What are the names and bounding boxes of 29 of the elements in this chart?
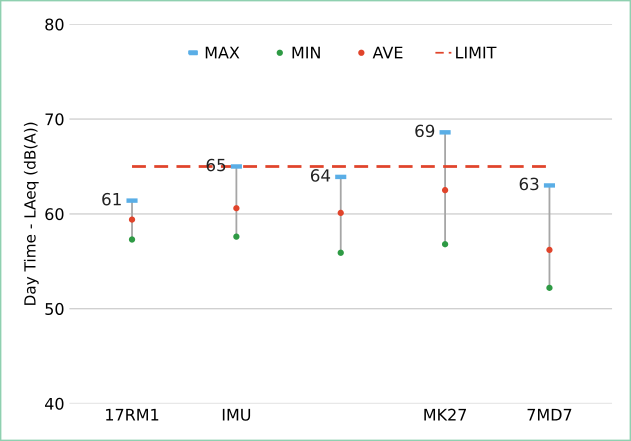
- legend-label: AVE: [372, 46, 402, 58]
- y-tick-label: 70: [46, 113, 64, 126]
- data-label: 65: [206, 158, 226, 172]
- y-axis-title: Day Time - LAeq (dB(A)): [24, 122, 39, 305]
- point: [233, 205, 240, 212]
- legend-label: MIN: [292, 46, 320, 58]
- x-tick-label: IMU: [222, 408, 250, 421]
- data-label: 64: [310, 169, 330, 182]
- point: [338, 250, 344, 256]
- point: [233, 234, 240, 240]
- point: [442, 241, 448, 248]
- y-tick-label: 80: [45, 18, 64, 31]
- data-label: 69: [415, 124, 434, 138]
- y-tick-label: 40: [45, 398, 64, 410]
- data-label: 63: [520, 178, 538, 190]
- point: [128, 216, 136, 223]
- point: [338, 210, 344, 216]
- point: [128, 236, 136, 243]
- x-tick-label: MK27: [424, 408, 466, 421]
- y-tick-label: 50: [45, 302, 64, 315]
- legend-label: LIMIT: [456, 46, 496, 58]
- point: [546, 284, 553, 291]
- point: [442, 187, 448, 194]
- y-tick-label: 60: [45, 208, 64, 220]
- x-tick-label: 17RM1: [106, 408, 158, 421]
- point: [546, 246, 553, 254]
- data-label: 61: [102, 192, 121, 206]
- legend-label: MAX: [206, 46, 240, 58]
- x-tick-label: 7MD7: [528, 408, 572, 421]
